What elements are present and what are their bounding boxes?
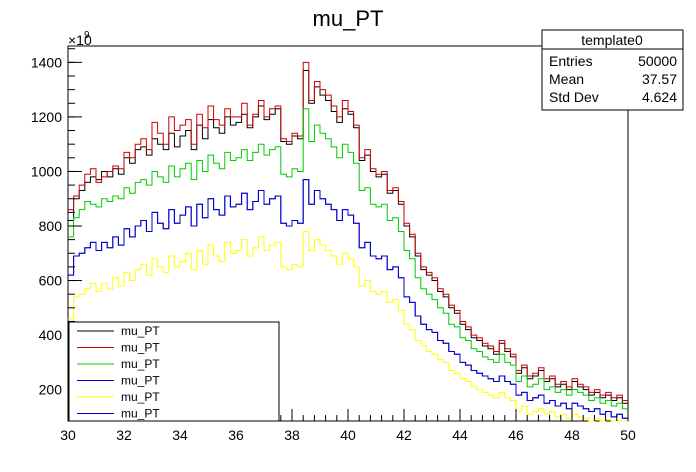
axes-layer: 30 32 34 36 38 40 42 44 46 48 50 200 400 600 800 1000 12… <box>31 48 636 443</box>
stats-label-entries: Entries <box>549 53 593 69</box>
y-exponent-power: 9 <box>84 30 90 41</box>
x-tick-label: 44 <box>452 427 468 443</box>
y-tick-label: 400 <box>39 327 63 343</box>
y-tick-label: 200 <box>39 382 63 398</box>
stats-frame <box>541 29 684 111</box>
x-tick-label: 50 <box>620 427 636 443</box>
stats-label-stddev: Std Dev <box>549 89 599 105</box>
y-exponent: ×10 9 <box>68 30 92 48</box>
legend-label-2: mu_PT <box>121 357 160 371</box>
legend-frame <box>68 321 280 422</box>
legend: mu_PT mu_PT mu_PT mu_PT mu_PT mu_PT <box>68 321 280 422</box>
series-line-4 <box>68 231 628 422</box>
legend-label-0: mu_PT <box>121 324 160 338</box>
y-tick-label: 1200 <box>31 109 62 125</box>
x-tick-label: 32 <box>116 427 132 443</box>
x-tick-label: 48 <box>564 427 580 443</box>
x-tick-label: 42 <box>396 427 412 443</box>
stats-value-entries: 50000 <box>638 53 677 69</box>
x-tick-label: 30 <box>60 427 76 443</box>
x-tick-label: 38 <box>284 427 300 443</box>
x-tick-label: 40 <box>340 427 356 443</box>
x-tick-label: 46 <box>508 427 524 443</box>
y-tick-label: 1000 <box>31 163 62 179</box>
series-line-5 <box>68 179 628 419</box>
legend-label-3: mu_PT <box>121 374 160 388</box>
y-exponent-base: ×10 <box>68 32 92 48</box>
series-line-1 <box>68 61 628 401</box>
stats-title: template0 <box>581 32 643 48</box>
x-tick-label: 34 <box>172 427 188 443</box>
y-tick-label: 1400 <box>31 54 62 70</box>
stats-value-stddev: 4.624 <box>642 89 677 105</box>
y-tick-label: 600 <box>39 273 63 289</box>
y-tick-label: 800 <box>39 218 63 234</box>
chart-title: mu_PT <box>313 6 384 31</box>
legend-label-1: mu_PT <box>121 341 160 355</box>
series-layer <box>68 61 628 422</box>
stats-value-mean: 37.57 <box>642 71 677 87</box>
x-tick-label: 36 <box>228 427 244 443</box>
legend-entries: mu_PT mu_PT mu_PT mu_PT mu_PT mu_PT <box>77 324 160 421</box>
legend-label-4: mu_PT <box>121 390 160 404</box>
legend-label-5: mu_PT <box>121 407 160 421</box>
stats-box: template0 Entries 50000 Mean 37.57 Std D… <box>541 29 684 111</box>
stats-label-mean: Mean <box>549 71 584 87</box>
series-line-2 <box>68 108 628 410</box>
